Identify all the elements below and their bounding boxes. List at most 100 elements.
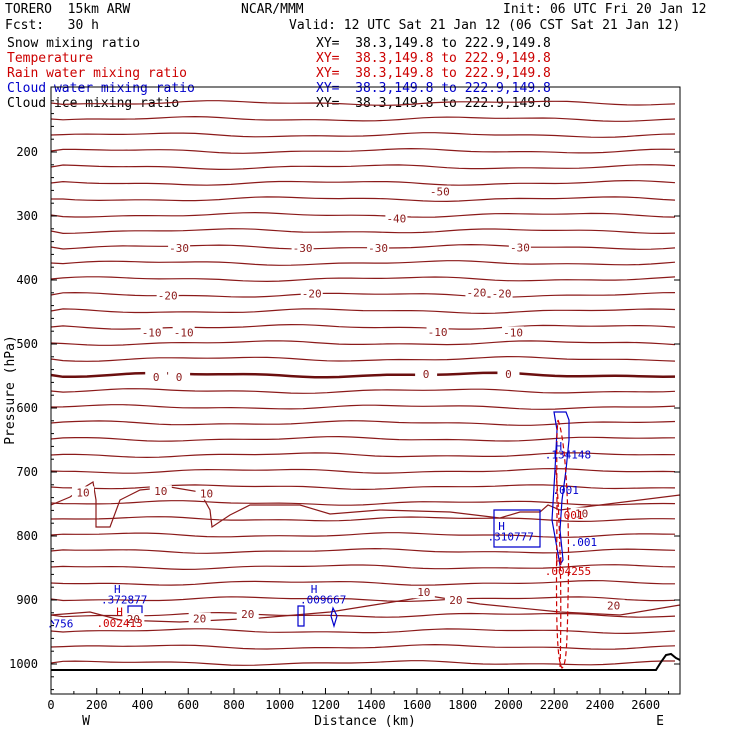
isotherm-line bbox=[50, 308, 676, 315]
temp-label-bg bbox=[502, 326, 525, 339]
extremum-label: H bbox=[114, 583, 121, 596]
temp-label-bg bbox=[156, 289, 179, 302]
isotherm-line bbox=[50, 484, 676, 491]
temperature-label: 20 bbox=[607, 600, 620, 613]
temp-label-bg bbox=[444, 593, 467, 606]
cloud-water-contour bbox=[493, 509, 541, 548]
axes bbox=[50, 86, 681, 695]
temperature-label: -20 bbox=[466, 287, 486, 300]
temperature-label: 0 bbox=[153, 371, 160, 384]
temp-label-bg bbox=[465, 286, 488, 299]
x-tick-label: 1800 bbox=[448, 698, 477, 712]
temperature-label: 0 bbox=[423, 368, 430, 381]
temp-label-bg bbox=[195, 487, 218, 500]
y-tick-label: 500 bbox=[16, 337, 38, 351]
temperature-label: -20 bbox=[492, 287, 512, 300]
y-tick-label: 400 bbox=[16, 273, 38, 287]
y-tick-label: 200 bbox=[16, 145, 38, 159]
temp-label-bg bbox=[428, 185, 451, 198]
x-tick-label: 1000 bbox=[265, 698, 294, 712]
isotherm-line bbox=[50, 404, 676, 410]
x-tick-label: 1200 bbox=[311, 698, 340, 712]
temperature-label: -10 bbox=[428, 326, 448, 339]
temp-label-bg bbox=[149, 485, 172, 498]
temp-label-bg bbox=[172, 326, 195, 339]
isotherm-line bbox=[50, 276, 676, 283]
x-tick-label: 400 bbox=[132, 698, 154, 712]
temp-label-bg bbox=[236, 608, 259, 620]
hydrometeor-contours bbox=[50, 411, 570, 669]
extremum-label: H bbox=[498, 520, 505, 533]
isotherm-line bbox=[50, 355, 676, 362]
temperature-label: -10 bbox=[174, 326, 194, 339]
x-tick-label: 1400 bbox=[357, 698, 386, 712]
temp-label-bg bbox=[508, 241, 531, 254]
temperature-label: -30 bbox=[169, 242, 189, 255]
temperature-label: 10 bbox=[575, 508, 588, 521]
isotherm-line bbox=[50, 100, 676, 106]
extremum-label: .009667 bbox=[300, 593, 346, 606]
isotherm-20c bbox=[50, 595, 681, 623]
temperature-label: -10 bbox=[142, 326, 162, 339]
temperature-label: -30 bbox=[510, 241, 530, 254]
y-tick-label: 1000 bbox=[9, 657, 38, 671]
isotherm-line bbox=[50, 660, 675, 666]
isotherm-line bbox=[50, 547, 676, 554]
legend-rain-xy: XY= 38.3,149.8 to 222.9,149.8 bbox=[316, 66, 551, 81]
temperature-label: 0 bbox=[176, 371, 183, 384]
isotherm-line bbox=[50, 564, 676, 571]
isotherm-line bbox=[50, 643, 676, 650]
isotherm-line bbox=[50, 179, 676, 186]
temperature-labels: -50-40-30 -30 -30 -30-20 -20 -20 -20-10 -10 -10-… bbox=[72, 185, 625, 626]
extremum-label: .372877 bbox=[101, 593, 147, 606]
temp-label-bg bbox=[122, 613, 145, 626]
legend-snow-xy: XY= 38.3,149.8 to 222.9,149.8 bbox=[316, 36, 551, 51]
temperature-label: 20 bbox=[193, 612, 206, 625]
isotherm-line bbox=[50, 164, 676, 171]
isotherm-line bbox=[50, 147, 676, 154]
rain-water-contour bbox=[555, 419, 570, 669]
y-tick-label: 900 bbox=[16, 593, 38, 607]
y-axis-label: Pressure (hPa) bbox=[3, 335, 18, 445]
x-tick-label: 2400 bbox=[585, 698, 614, 712]
temp-label-bg bbox=[497, 368, 520, 380]
y-tick-label: 800 bbox=[16, 529, 38, 543]
x-axis: 0 200 400 600 800 1000 1200 1400 1600 1800 2000 220… bbox=[47, 688, 670, 712]
isotherm-line bbox=[50, 291, 676, 298]
temperature-label: 20 bbox=[127, 613, 140, 626]
temp-label-bg bbox=[145, 371, 168, 384]
extremum-label: .756 bbox=[47, 618, 74, 631]
temp-label-bg bbox=[415, 368, 438, 380]
y-tick-label: 700 bbox=[16, 465, 38, 479]
temp-label-bg bbox=[367, 241, 390, 254]
x-tick-label: 2000 bbox=[494, 698, 523, 712]
extremum-label: .004255 bbox=[545, 565, 591, 578]
isotherm-line bbox=[50, 628, 676, 635]
temperature-label: -20 bbox=[302, 287, 322, 300]
temp-label-bg bbox=[412, 586, 435, 599]
isotherm-line bbox=[50, 611, 676, 618]
legend-temperature-xy: XY= 38.3,149.8 to 222.9,149.8 bbox=[316, 51, 551, 66]
extremum-label: H bbox=[555, 555, 562, 568]
forecast-hour: Fcst: 30 h bbox=[5, 18, 99, 33]
x-tick-label: 600 bbox=[177, 698, 199, 712]
x-tick-label: 800 bbox=[223, 698, 245, 712]
isotherm-line bbox=[50, 500, 676, 506]
isotherm-line bbox=[50, 388, 676, 394]
temperature-label: 10 bbox=[417, 586, 430, 599]
cloud-water-contour bbox=[330, 606, 338, 629]
isotherm-line bbox=[50, 243, 676, 250]
x-tick-label: 200 bbox=[86, 698, 108, 712]
isotherm-line bbox=[50, 452, 676, 459]
extremum-label: .001 bbox=[552, 484, 579, 497]
x-axis-label: Distance (km) bbox=[314, 714, 416, 729]
isotherm-line bbox=[50, 340, 676, 346]
isotherm-line bbox=[50, 211, 676, 218]
extremum-label: H bbox=[311, 583, 318, 596]
isotherm-line bbox=[50, 579, 675, 586]
temperature-label: 10 bbox=[76, 486, 89, 499]
temperature-label: 10 bbox=[200, 488, 213, 501]
temp-label-bg bbox=[72, 486, 95, 499]
isotherm-line bbox=[50, 228, 676, 235]
